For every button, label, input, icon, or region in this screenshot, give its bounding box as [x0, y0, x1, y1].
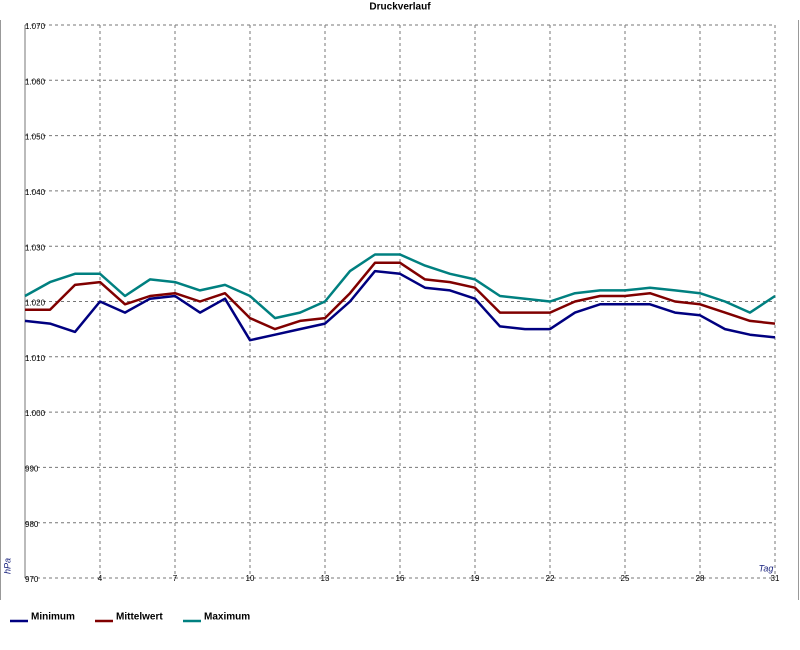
x-tick-label: 10	[246, 574, 255, 583]
y-tick-label: 1.050	[25, 133, 46, 142]
data-line	[25, 261, 776, 331]
y-tick-label: 1.040	[25, 188, 46, 197]
x-axis-label: Tag	[759, 563, 774, 573]
x-tick-label: 16	[396, 574, 405, 583]
legend-label: Maximum	[204, 612, 250, 623]
y-tick-label: 980	[25, 520, 39, 529]
y-tick-label: 970	[25, 575, 39, 584]
y-tick-label: 1.000	[25, 409, 46, 418]
legend-label: Mittelwert	[116, 612, 163, 623]
x-tick-label: 19	[471, 574, 480, 583]
data-line	[24, 269, 776, 342]
y-tick-label: 1.010	[25, 354, 46, 363]
y-tick-label: 990	[25, 465, 39, 474]
x-tick-label: 22	[546, 574, 555, 583]
data-line	[24, 253, 776, 320]
y-tick-label: 1.030	[25, 243, 46, 252]
x-tick-label: 4	[98, 574, 103, 583]
x-tick-label: 28	[696, 574, 705, 583]
y-tick-label: 1.060	[25, 77, 46, 86]
legend-label: Minimum	[31, 612, 75, 623]
y-tick-label: 1.020	[25, 299, 46, 308]
x-tick-label: 7	[173, 574, 178, 583]
chart-title: Druckverlauf	[369, 2, 431, 13]
x-tick-label: 13	[321, 574, 330, 583]
x-tick-label: 31	[771, 574, 780, 583]
x-tick-label: 25	[621, 574, 630, 583]
y-axis-label: hPa	[2, 558, 12, 574]
y-tick-label: 1.070	[25, 22, 46, 31]
